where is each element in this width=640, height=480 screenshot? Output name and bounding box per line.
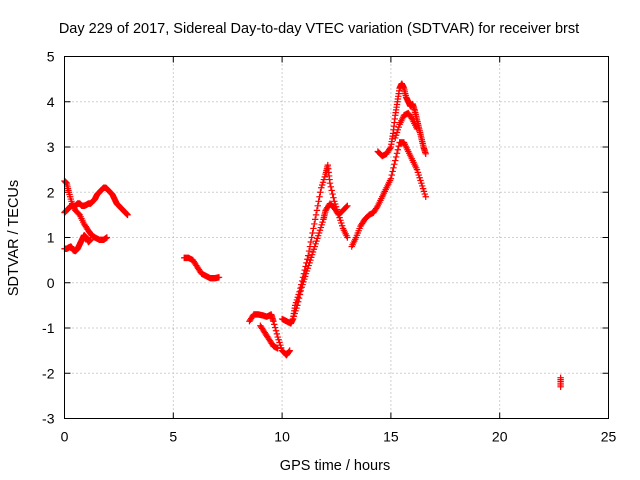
data-point — [326, 180, 334, 187]
axis-ticks: 0 5 10 15 20 25 -3 -2 -1 0 1 2 3 4 5 — [42, 49, 616, 445]
data-point — [343, 203, 350, 210]
x-tick-label: 15 — [383, 429, 399, 445]
y-tick-label: 3 — [47, 139, 55, 155]
data-point — [393, 150, 401, 157]
data-point — [271, 321, 278, 328]
data-point — [317, 189, 324, 196]
plot-frame — [64, 56, 609, 419]
y-tick-label: 1 — [47, 230, 55, 246]
data-point — [328, 187, 335, 194]
data-point — [309, 229, 316, 237]
data-point — [327, 183, 335, 191]
data-point — [316, 193, 323, 200]
data-point — [103, 234, 111, 241]
chart-title: Day 229 of 2017, Sidereal Day-to-day VTE… — [59, 21, 579, 37]
data-point — [294, 302, 301, 309]
y-tick-label: -3 — [42, 411, 55, 427]
data-point — [315, 198, 322, 205]
data-point — [392, 153, 400, 161]
x-tick-label: 0 — [61, 429, 69, 445]
data-point — [274, 345, 281, 352]
data-point — [295, 294, 303, 302]
data-point — [307, 238, 315, 246]
data-point — [314, 202, 321, 210]
x-tick-label: 5 — [169, 429, 177, 445]
data-point — [390, 164, 397, 172]
data-point — [286, 347, 293, 354]
data-point — [305, 247, 313, 255]
x-tick-label: 25 — [601, 429, 617, 445]
data-point — [271, 324, 279, 331]
data-points — [61, 80, 564, 391]
x-axis-label: GPS time / hours — [280, 458, 390, 474]
y-axis-label: SDTVAR / TECUs — [6, 180, 22, 296]
data-point — [394, 146, 402, 153]
data-point — [270, 318, 277, 325]
data-point — [87, 236, 94, 243]
data-point — [422, 193, 429, 200]
data-point — [311, 216, 319, 223]
x-tick-label: 20 — [492, 429, 508, 445]
data-point — [392, 157, 399, 164]
data-point — [273, 330, 281, 338]
data-point — [311, 220, 318, 228]
data-point — [422, 150, 429, 157]
data-point — [124, 211, 131, 219]
data-point — [386, 145, 394, 152]
data-point — [389, 168, 396, 175]
y-tick-label: 4 — [47, 94, 55, 110]
data-point — [395, 142, 402, 150]
data-point — [310, 225, 317, 232]
data-point — [304, 256, 311, 263]
data-point — [296, 291, 304, 298]
y-tick-label: 5 — [47, 49, 55, 65]
data-point — [215, 274, 223, 281]
data-point — [557, 374, 564, 381]
grid-lines — [64, 56, 609, 419]
data-point — [285, 348, 293, 355]
data-point — [391, 160, 398, 168]
data-point — [344, 234, 351, 241]
data-point — [330, 194, 337, 201]
y-tick-label: 0 — [47, 275, 55, 291]
data-point — [329, 190, 336, 198]
data-point — [308, 234, 315, 241]
y-tick-label: -1 — [42, 320, 55, 336]
data-point — [413, 125, 421, 133]
data-point — [312, 211, 320, 219]
data-point — [313, 207, 321, 214]
data-point — [272, 327, 280, 334]
y-tick-label: -2 — [42, 365, 55, 381]
data-point — [295, 298, 302, 305]
data-point — [387, 175, 395, 182]
data-point — [388, 171, 395, 179]
data-point — [297, 287, 305, 295]
data-point — [344, 202, 351, 210]
y-tick-label: 2 — [47, 184, 55, 200]
x-tick-label: 10 — [274, 429, 290, 445]
